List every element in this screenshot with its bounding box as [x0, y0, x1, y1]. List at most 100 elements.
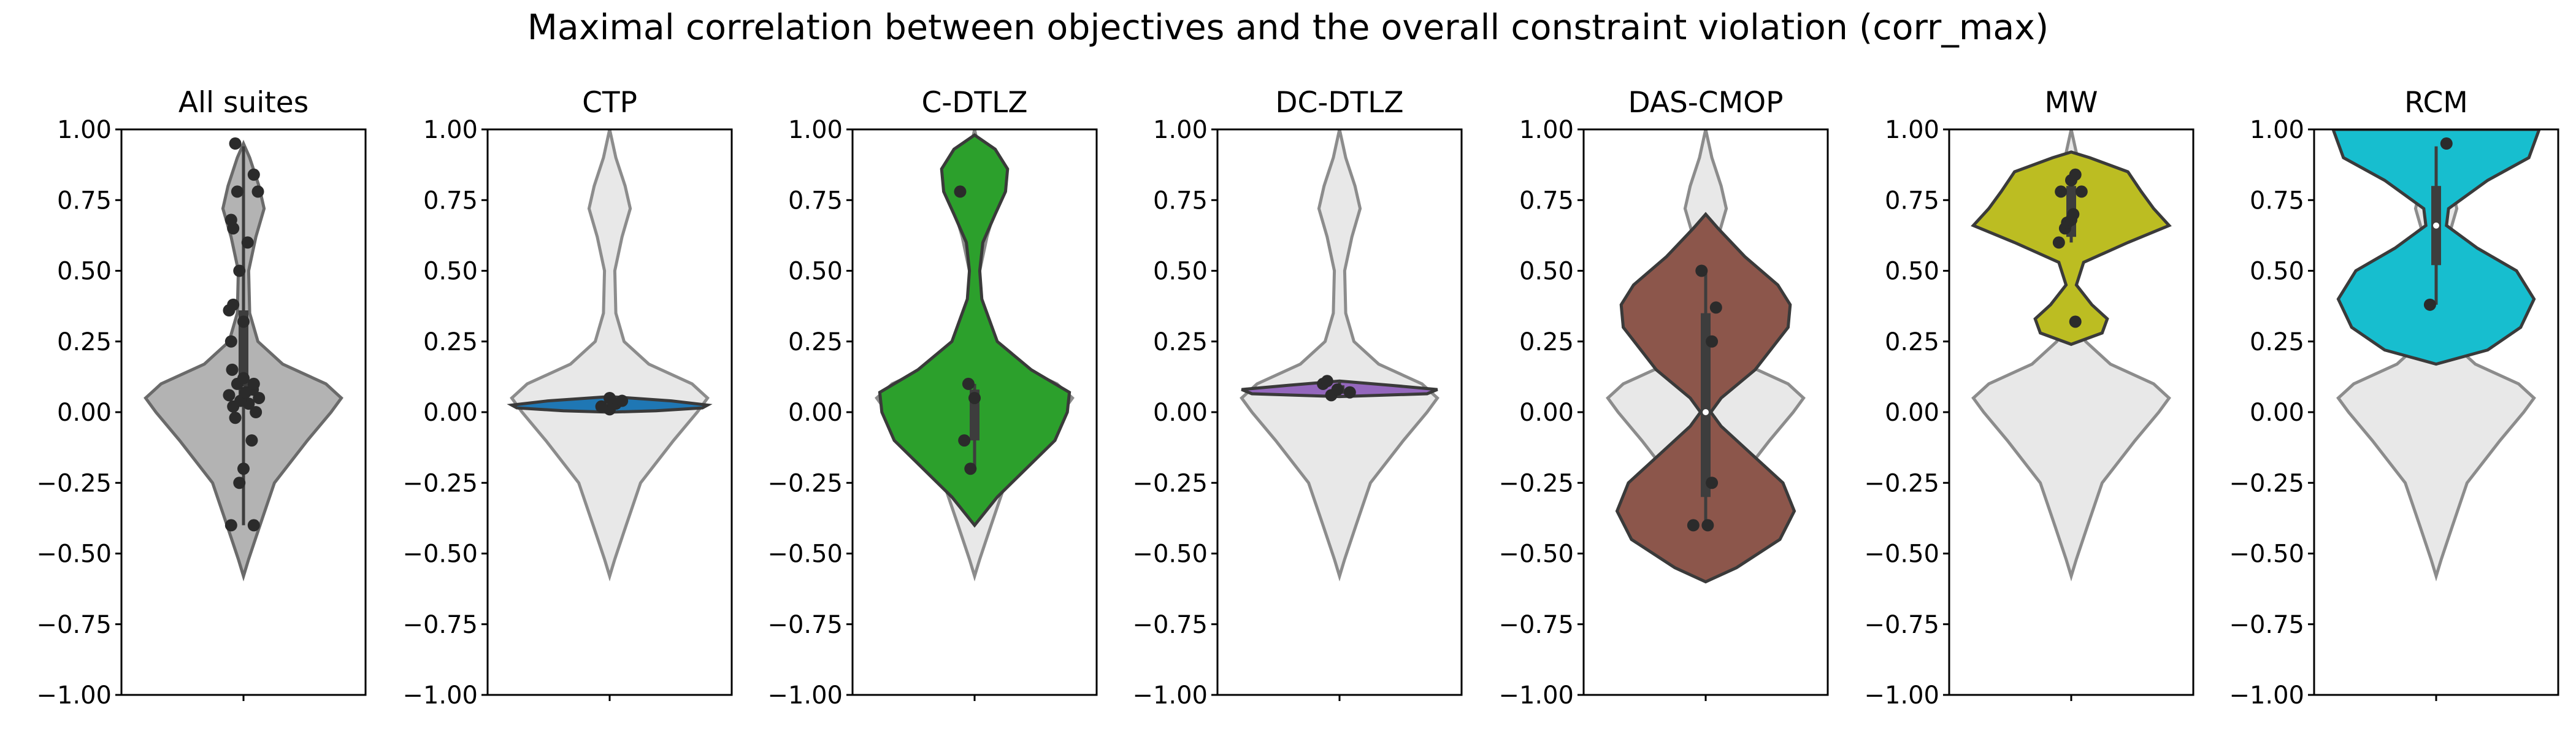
data-point [1321, 375, 1333, 388]
data-point [247, 377, 260, 390]
y-tick-label: 0.50 [57, 258, 112, 286]
y-tick-label: −1.00 [402, 681, 478, 710]
data-point [2075, 185, 2088, 198]
panel-title: DC-DTLZ [1275, 86, 1403, 120]
panel-3: −1.00 −0.75 −0.50 −0.25 0.00 0.25 0.50 0.75 1.00… [767, 86, 1098, 710]
y-tick-label: −0.50 [1498, 540, 1574, 569]
y-tick-label: 0.00 [1153, 399, 1208, 427]
y-tick-label: 0.00 [1885, 399, 1939, 427]
y-tick-label: 0.00 [788, 399, 843, 427]
data-point [2069, 315, 2082, 328]
y-tick-label: 0.75 [1885, 186, 1939, 215]
y-tick-label: −0.25 [1498, 469, 1574, 497]
median-marker [1703, 409, 1709, 415]
data-point [224, 213, 237, 226]
y-tick-label: −0.75 [767, 611, 843, 639]
data-point [616, 394, 629, 407]
background-violin [1240, 129, 1439, 582]
data-point [237, 372, 250, 385]
panel-plot-area [2331, 129, 2541, 582]
y-tick-label: 1.00 [788, 116, 843, 144]
y-tick-label: 1.00 [2250, 116, 2304, 144]
y-tick-label: 0.75 [1153, 186, 1208, 215]
data-point [2440, 137, 2453, 150]
data-point [2052, 236, 2065, 249]
y-tick-label: 0.25 [1519, 328, 1574, 356]
data-point [224, 335, 237, 348]
y-tick-label: 0.50 [788, 258, 843, 286]
y-tick-label: −0.50 [1132, 540, 1208, 569]
data-point [247, 519, 260, 532]
iqr-box [1701, 313, 1711, 497]
y-tick-label: −0.25 [2229, 469, 2304, 497]
panel-title: MW [2044, 86, 2098, 120]
background-violin [510, 129, 710, 582]
y-tick-label: −0.25 [1132, 469, 1208, 497]
panel-title: DAS-CMOP [1628, 86, 1783, 120]
y-tick-label: −0.25 [36, 469, 112, 497]
data-point [237, 315, 250, 328]
data-point [958, 434, 971, 447]
y-tick-label: −0.75 [402, 611, 478, 639]
y-tick-label: 1.00 [423, 116, 478, 144]
suite-violin [878, 133, 1071, 528]
y-tick-label: −0.75 [1864, 611, 1939, 639]
panel-title: CTP [582, 86, 637, 120]
data-point [223, 389, 236, 402]
data-point [962, 377, 975, 390]
y-tick-label: −1.00 [1864, 681, 1939, 710]
y-tick-label: −0.50 [1864, 540, 1939, 569]
y-tick-label: 0.75 [1519, 186, 1574, 215]
data-point [224, 519, 237, 532]
panel-plot-area [875, 129, 1075, 582]
data-point [229, 412, 242, 424]
y-tick-label: 0.50 [423, 258, 478, 286]
panel-6: −1.00 −0.75 −0.50 −0.25 0.00 0.25 0.50 0.75 1.00… [1864, 86, 2195, 710]
y-tick-label: −1.00 [1132, 681, 1208, 710]
y-tick-label: 0.75 [423, 186, 478, 215]
data-point [2067, 208, 2080, 221]
data-point [233, 264, 246, 277]
y-tick-label: 0.25 [1153, 328, 1208, 356]
data-point [2069, 168, 2082, 181]
data-point [237, 462, 250, 475]
y-tick-label: 0.00 [57, 399, 112, 427]
data-point [231, 185, 243, 198]
data-point [1331, 383, 1344, 396]
y-tick-label: 0.75 [57, 186, 112, 215]
data-point [1687, 519, 1700, 532]
y-tick-label: −0.50 [36, 540, 112, 569]
data-point [1709, 301, 1722, 314]
y-tick-label: −1.00 [2229, 681, 2304, 710]
data-point [1706, 477, 1719, 489]
y-tick-label: 0.00 [423, 399, 478, 427]
y-tick-label: 0.50 [2250, 258, 2304, 286]
data-point [233, 477, 246, 489]
panel-plot-area [1606, 129, 1806, 584]
data-point [2055, 185, 2068, 198]
y-tick-label: −1.00 [36, 681, 112, 710]
y-tick-label: 0.75 [788, 186, 843, 215]
data-point [1706, 335, 1719, 348]
data-point [226, 363, 239, 376]
y-tick-label: 0.25 [788, 328, 843, 356]
y-tick-label: 1.00 [1519, 116, 1574, 144]
panel-2: −1.00 −0.75 −0.50 −0.25 0.00 0.25 0.50 0.75 1.00… [402, 86, 733, 710]
panel-plot-area [1971, 129, 2172, 582]
data-point [1701, 519, 1714, 532]
data-point [954, 185, 967, 198]
y-tick-label: 0.25 [57, 328, 112, 356]
data-point [595, 400, 608, 413]
y-tick-label: −0.25 [402, 469, 478, 497]
data-point [247, 168, 260, 181]
y-tick-label: −0.50 [402, 540, 478, 569]
data-point [1695, 264, 1708, 277]
panels-group: −1.00 −0.75 −0.50 −0.25 0.00 0.25 0.50 0.75 1.00… [36, 86, 2559, 710]
panel-plot-area [144, 137, 343, 582]
data-point [604, 391, 616, 404]
data-point [2423, 298, 2436, 311]
y-tick-label: 0.50 [1885, 258, 1939, 286]
y-tick-label: 0.25 [423, 328, 478, 356]
y-tick-label: 0.00 [2250, 399, 2304, 427]
